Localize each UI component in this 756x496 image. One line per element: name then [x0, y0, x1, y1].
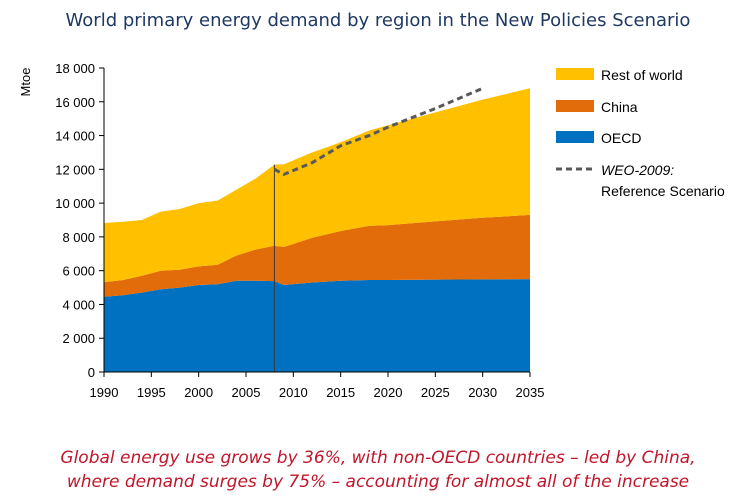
x-tick-label: 2000 — [184, 385, 213, 400]
caption-line-2: where demand surges by 75% – accounting … — [66, 472, 690, 492]
y-axis-label: Mtoe — [18, 68, 33, 97]
x-tick-label: 2030 — [468, 385, 497, 400]
energy-demand-chart: 0 2 000 4 000 6 000 8 000 10 000 12 000 14 000 1… — [18, 61, 725, 400]
y-tick-label: 10 000 — [55, 196, 95, 211]
reference-scenario-line — [273, 86, 484, 177]
x-tick-label: 2035 — [516, 385, 545, 400]
y-tick-label: 16 000 — [55, 95, 95, 110]
legend-swatch-china — [556, 100, 594, 112]
legend-label-reference-scenario: Reference Scenario — [601, 183, 725, 199]
caption-line-1: Global energy use grows by 36%, with non… — [60, 448, 696, 468]
legend-label-weo-2009: WEO-2009: — [601, 162, 674, 178]
y-tick-label: 6 000 — [62, 264, 95, 279]
legend-label-oecd: OECD — [601, 130, 641, 146]
legend-swatch-oecd — [556, 131, 594, 143]
area-rest-of-world — [104, 88, 530, 283]
x-tick-label: 2005 — [232, 385, 261, 400]
x-tick-label: 1990 — [90, 385, 119, 400]
y-tick-label: 2 000 — [62, 331, 95, 346]
x-tick-label: 2010 — [279, 385, 308, 400]
y-tick-label: 4 000 — [62, 297, 95, 312]
x-tick-label: 2025 — [421, 385, 450, 400]
area-china — [104, 214, 530, 297]
legend-label-rest-of-world: Rest of world — [601, 67, 683, 83]
y-tick-label: 14 000 — [55, 129, 95, 144]
chart-caption: Global energy use grows by 36%, with non… — [0, 446, 756, 494]
y-tick-label: 8 000 — [62, 230, 95, 245]
y-tick-label: 18 000 — [55, 61, 95, 76]
x-tick-label: 2020 — [374, 385, 403, 400]
x-tick-label: 1995 — [137, 385, 166, 400]
chart-title: World primary energy demand by region in… — [65, 10, 691, 31]
x-tick-label: 2015 — [326, 385, 355, 400]
y-tick-label: 12 000 — [55, 162, 95, 177]
y-tick-label: 0 — [88, 365, 95, 380]
legend-label-china: China — [601, 99, 638, 115]
legend-swatch-rest-of-world — [556, 68, 594, 80]
area-oecd — [104, 279, 530, 372]
